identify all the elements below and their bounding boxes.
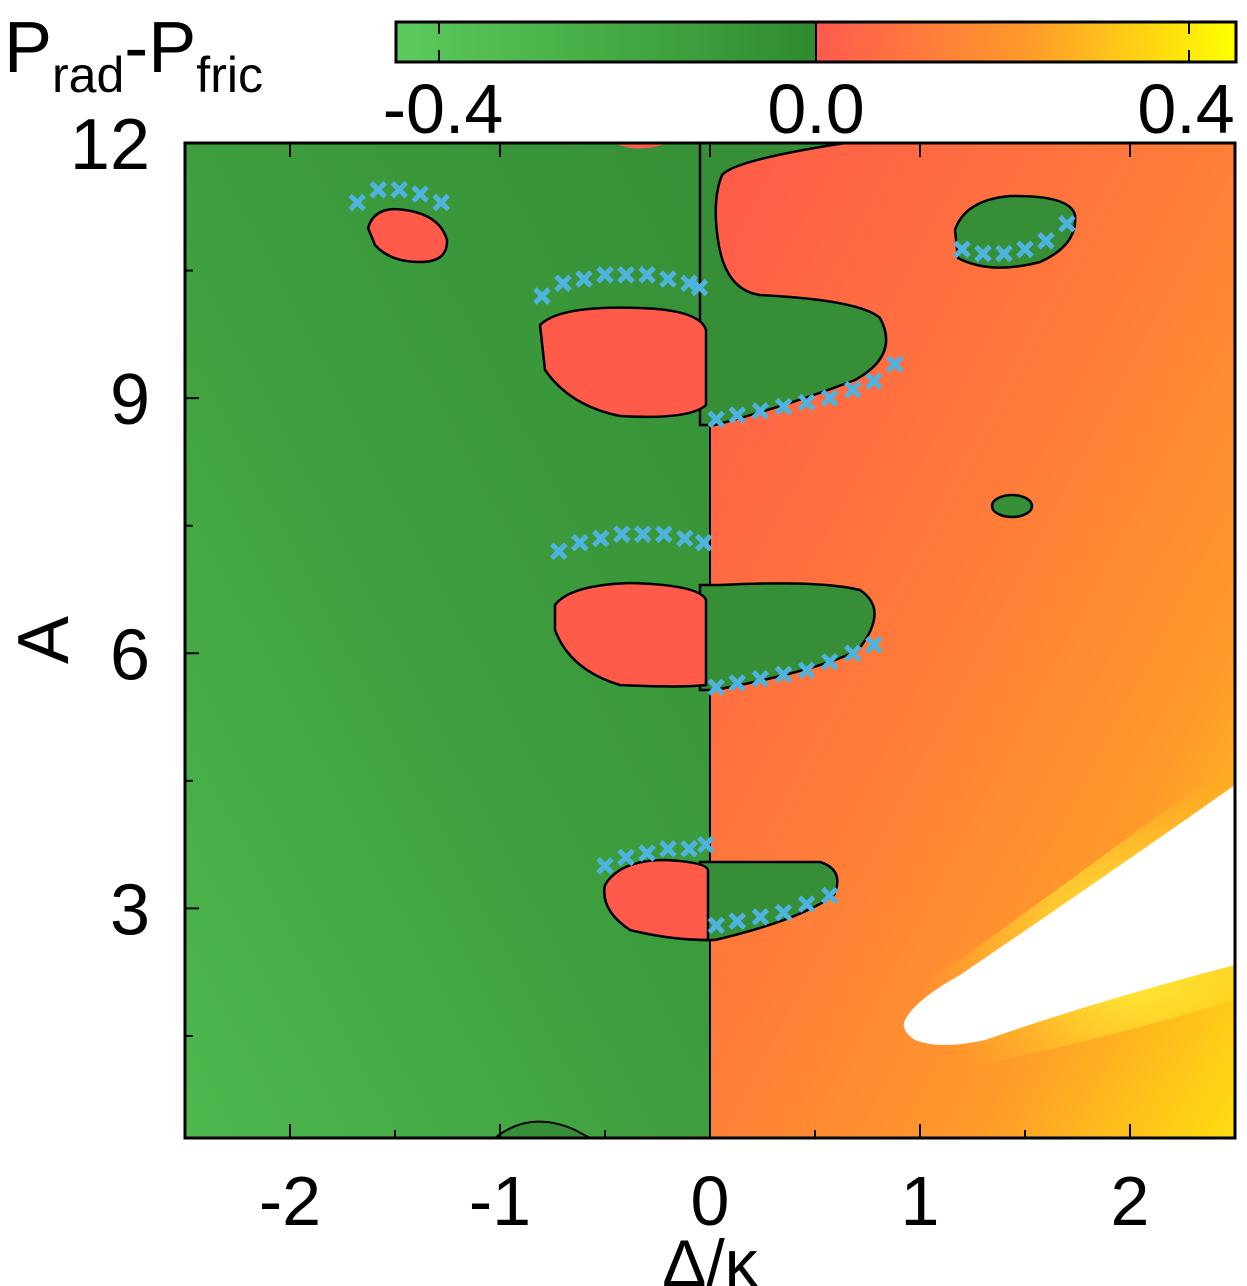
data-point-marker bbox=[751, 670, 770, 688]
data-point-marker bbox=[575, 270, 593, 288]
y-tick-label: 12 bbox=[70, 105, 150, 185]
x-tick-label: 0 bbox=[691, 1162, 730, 1240]
negative-tongue-top bbox=[698, 143, 888, 427]
colorbar-title-dash: -P bbox=[124, 8, 196, 88]
data-point-marker bbox=[707, 678, 726, 697]
colorbar-negative-segment bbox=[396, 22, 816, 62]
data-point-marker bbox=[411, 185, 429, 203]
data-point-marker bbox=[554, 274, 572, 293]
data-point-marker bbox=[676, 529, 694, 548]
positive-island bbox=[538, 306, 708, 419]
x-axis: -2 -1 0 1 2 bbox=[184, 143, 1236, 1240]
saturated-wedge bbox=[903, 785, 1235, 1045]
data-point-marker bbox=[820, 886, 839, 905]
data-point-marker bbox=[797, 393, 816, 412]
data-point-marker bbox=[774, 903, 793, 922]
y-tick-label: 9 bbox=[110, 360, 150, 440]
x-tick-label: 2 bbox=[1111, 1162, 1150, 1240]
data-point-marker bbox=[655, 525, 673, 543]
data-point-marker bbox=[820, 389, 839, 407]
negative-island bbox=[990, 493, 1034, 519]
data-point-marker bbox=[844, 644, 862, 663]
y-axis: 3 6 9 12 bbox=[70, 105, 199, 1037]
data-point-marker bbox=[728, 912, 747, 930]
colorbar: -0.4 0.0 0.4 Prad-Pfric bbox=[4, 8, 1238, 148]
data-point-marker bbox=[638, 266, 656, 284]
colorbar-ticks bbox=[438, 22, 1190, 62]
positive-island bbox=[603, 858, 710, 942]
data-point-marker bbox=[596, 266, 614, 284]
data-point-marker bbox=[865, 372, 883, 390]
data-point-marker bbox=[690, 278, 709, 297]
data-point-marker bbox=[659, 270, 677, 288]
marker-layer bbox=[348, 181, 1076, 935]
data-point-marker bbox=[751, 908, 770, 926]
colorbar-title: Prad-Pfric bbox=[4, 8, 263, 103]
data-point-marker bbox=[1037, 232, 1055, 250]
data-point-marker bbox=[617, 266, 635, 284]
x-tick-label: -2 bbox=[259, 1162, 321, 1240]
y-tick-label: 6 bbox=[110, 615, 150, 695]
data-point-marker bbox=[995, 244, 1013, 263]
data-point-marker bbox=[707, 916, 726, 935]
colorbar-tick-label: 0.0 bbox=[767, 70, 864, 148]
colorbar-tick-label: -0.4 bbox=[383, 70, 504, 148]
data-point-marker bbox=[659, 840, 677, 858]
colorbar-title-main: P bbox=[4, 8, 52, 88]
positive-island bbox=[366, 207, 449, 264]
data-point-marker bbox=[680, 840, 698, 858]
data-point-marker bbox=[865, 635, 883, 654]
colorbar-positive-segment bbox=[816, 22, 1236, 62]
negative-tongue-middle bbox=[698, 582, 876, 692]
data-point-marker bbox=[728, 406, 747, 424]
data-point-marker bbox=[617, 848, 635, 867]
data-point-marker bbox=[751, 402, 770, 420]
data-point-marker bbox=[596, 857, 614, 875]
colorbar-title-sub1: rad bbox=[52, 47, 124, 103]
data-point-marker bbox=[390, 181, 408, 199]
data-point-marker bbox=[1016, 240, 1034, 259]
data-point-marker bbox=[432, 193, 450, 212]
data-point-marker bbox=[774, 397, 793, 416]
y-axis-label: A bbox=[4, 616, 84, 664]
colorbar-title-sub2: fric bbox=[196, 47, 263, 103]
data-point-marker bbox=[571, 533, 589, 552]
data-point-marker bbox=[680, 274, 698, 293]
x-tick-label: 1 bbox=[901, 1162, 940, 1240]
data-point-marker bbox=[550, 542, 568, 560]
colorbar-tick-label: 0.4 bbox=[1137, 70, 1234, 148]
data-point-marker bbox=[797, 661, 816, 680]
positive-island bbox=[553, 581, 708, 688]
data-point-marker bbox=[348, 193, 366, 212]
negative-blob-bottom bbox=[493, 1120, 591, 1138]
data-point-marker bbox=[774, 665, 793, 684]
data-point-marker bbox=[728, 674, 747, 692]
data-point-marker bbox=[697, 835, 715, 854]
data-point-marker bbox=[974, 244, 992, 263]
data-point-marker bbox=[820, 652, 839, 671]
data-point-marker bbox=[797, 895, 816, 913]
data-point-marker bbox=[707, 410, 726, 429]
data-point-marker bbox=[844, 380, 862, 399]
data-point-marker bbox=[592, 529, 610, 548]
data-point-marker bbox=[634, 525, 652, 543]
heatmap-area bbox=[185, 143, 1235, 1138]
data-point-marker bbox=[886, 355, 904, 373]
data-point-marker bbox=[369, 181, 387, 199]
data-point-marker bbox=[533, 287, 551, 305]
data-point-marker bbox=[953, 240, 971, 259]
data-point-marker bbox=[638, 844, 656, 862]
y-tick-label: 3 bbox=[110, 870, 150, 950]
x-tick-label: -1 bbox=[469, 1162, 531, 1240]
x-axis-label: Δ/κ bbox=[662, 1226, 758, 1286]
data-point-marker bbox=[1058, 215, 1076, 233]
data-point-marker bbox=[613, 525, 631, 543]
data-point-marker bbox=[694, 533, 713, 552]
